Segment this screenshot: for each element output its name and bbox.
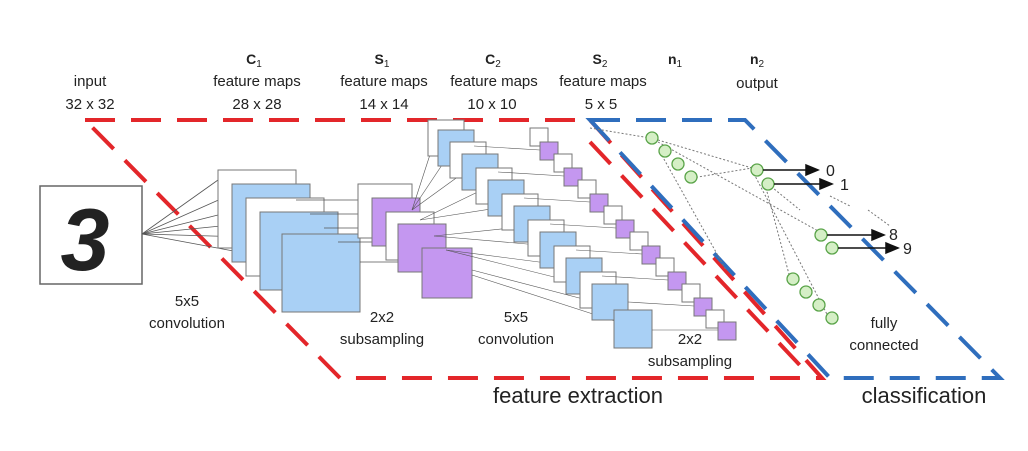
feature-extraction-label: feature extraction	[493, 383, 663, 408]
c1-title: C1	[246, 51, 262, 70]
conv2-kernel: 5x5	[504, 309, 528, 326]
output-label-1: 1	[840, 177, 849, 194]
c2-desc: feature maps	[450, 73, 538, 90]
n1-title: n1	[668, 51, 683, 70]
s2-title: S2	[593, 51, 608, 70]
conv1-kernel: 5x5	[175, 293, 199, 310]
n2-desc: output	[736, 75, 779, 92]
fc-line1: fully	[871, 315, 898, 332]
output-arrows	[763, 163, 900, 255]
n2-neurons	[750, 163, 839, 255]
output-label-8: 8	[889, 227, 898, 244]
output-label-9: 9	[903, 241, 912, 258]
input-label: input	[74, 73, 107, 90]
c1-size: 28 x 28	[232, 96, 281, 113]
s1-size: 14 x 14	[359, 96, 408, 113]
s2-desc: feature maps	[559, 73, 647, 90]
fc-line2: connected	[849, 337, 918, 354]
s2-feature-maps	[529, 127, 737, 341]
s1-feature-maps	[357, 183, 473, 299]
c2-size: 10 x 10	[467, 96, 516, 113]
classification-label: classification	[862, 383, 987, 408]
c1-desc: feature maps	[213, 73, 301, 90]
output-label-0: 0	[826, 163, 835, 180]
sub1-label: subsampling	[340, 331, 424, 348]
conv2-label: convolution	[478, 331, 554, 348]
n2-title: n2	[750, 51, 765, 70]
s1-title: S1	[375, 51, 390, 70]
sub2-label: subsampling	[648, 353, 732, 370]
input-size: 32 x 32	[65, 96, 114, 113]
input-digit: 3	[61, 190, 110, 289]
s1-desc: feature maps	[340, 73, 428, 90]
s2-size: 5 x 5	[585, 96, 618, 113]
classification-outline	[585, 118, 1005, 380]
feature-extraction-inner-line	[588, 140, 812, 378]
input-image: 3	[39, 185, 143, 289]
sub1-kernel: 2x2	[370, 309, 394, 326]
fc-dotted-connections	[589, 127, 891, 321]
n1-neurons	[645, 131, 839, 325]
c2-s2-connections	[473, 145, 718, 331]
sub2-kernel: 2x2	[678, 331, 702, 348]
c1-feature-maps	[217, 169, 361, 313]
c2-title: C2	[485, 51, 501, 70]
feature-extraction-outline	[80, 118, 827, 380]
conv1-label: convolution	[149, 315, 225, 332]
